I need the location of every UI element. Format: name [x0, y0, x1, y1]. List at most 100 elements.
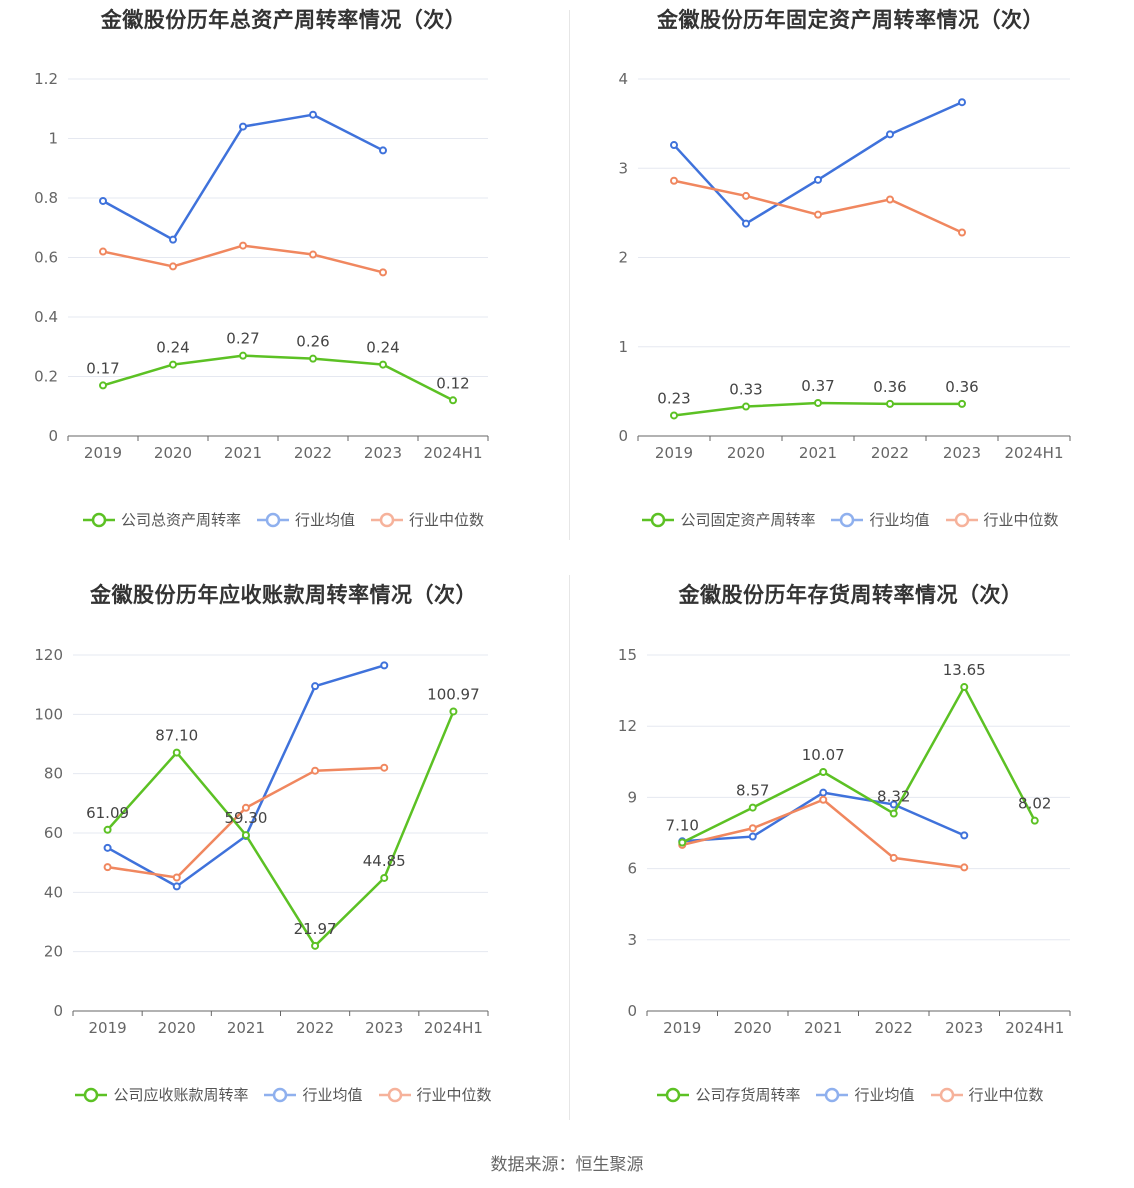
legend-item-median[interactable]: 行业中位数	[371, 509, 484, 530]
chart-panel-fixed-asset-turnover: 0 1 2 3 4 2019 2020 2021 2022 2023 2024H1 0.23 0.33 0…	[567, 0, 1134, 570]
data-point-avg[interactable]	[814, 175, 822, 184]
data-point-avg[interactable]	[169, 235, 177, 244]
legend-item-median[interactable]: 行业中位数	[945, 509, 1059, 530]
data-point-company[interactable]	[99, 381, 107, 390]
data-point-median[interactable]	[172, 873, 181, 882]
data-point-median[interactable]	[748, 824, 757, 833]
data-point-median[interactable]	[819, 795, 828, 804]
data-label: 0.36	[873, 378, 906, 396]
y-tick-label: 0.4	[34, 308, 58, 326]
data-point-median[interactable]	[241, 803, 250, 812]
data-label: 21.97	[294, 920, 337, 938]
data-point-median[interactable]	[814, 210, 822, 219]
legend-item-avg[interactable]: 行业均值	[816, 1084, 915, 1105]
data-point-avg[interactable]	[379, 146, 387, 155]
data-point-avg[interactable]	[958, 98, 966, 107]
data-point-median[interactable]	[311, 766, 320, 775]
data-point-avg[interactable]	[819, 788, 828, 797]
data-point-avg[interactable]	[960, 831, 969, 840]
data-point-company[interactable]	[670, 411, 678, 420]
data-point-company[interactable]	[1030, 816, 1039, 825]
legend-item-avg[interactable]: 行业均值	[831, 509, 930, 530]
data-point-avg[interactable]	[103, 843, 112, 852]
legend-item-median[interactable]: 行业中位数	[930, 1084, 1044, 1105]
data-point-company[interactable]	[172, 748, 181, 757]
y-tick-label: 0	[627, 1002, 637, 1020]
data-label: 8.02	[1018, 795, 1051, 813]
data-point-company[interactable]	[309, 354, 317, 363]
data-point-avg[interactable]	[742, 219, 750, 228]
data-point-median[interactable]	[960, 863, 969, 872]
data-point-company[interactable]	[814, 398, 822, 407]
chart-title: 金徽股份历年存货周转率情况（次）	[678, 583, 1023, 607]
data-point-company[interactable]	[103, 825, 112, 834]
data-point-company[interactable]	[960, 683, 969, 692]
data-point-company[interactable]	[241, 831, 250, 840]
legend-marker-icon	[371, 512, 403, 527]
data-point-company[interactable]	[748, 803, 757, 812]
x-tick-label: 2020	[158, 1019, 196, 1037]
data-point-median[interactable]	[309, 250, 317, 259]
legend-item-avg[interactable]: 行业均值	[264, 1084, 363, 1105]
series-line-median	[102, 244, 384, 274]
data-point-company[interactable]	[449, 707, 458, 716]
data-point-avg[interactable]	[99, 196, 107, 205]
x-tick-label: 2023	[945, 1019, 983, 1037]
data-label: 61.09	[86, 804, 129, 822]
data-point-avg[interactable]	[311, 682, 320, 691]
data-point-company[interactable]	[449, 396, 457, 405]
data-point-avg[interactable]	[748, 832, 757, 841]
legend-label: 行业中位数	[416, 1086, 492, 1104]
x-tick-label: 2023	[365, 1019, 403, 1037]
data-point-median[interactable]	[742, 191, 750, 200]
legend-item-company[interactable]: 公司应收账款周转率	[75, 1084, 248, 1105]
legend-item-company[interactable]: 公司总资产周转率	[82, 509, 241, 530]
data-point-median[interactable]	[670, 176, 678, 185]
data-point-median[interactable]	[103, 863, 112, 872]
data-point-company[interactable]	[239, 351, 247, 360]
data-point-median[interactable]	[380, 763, 389, 772]
x-tick-label: 2019	[663, 1019, 701, 1037]
data-point-company[interactable]	[819, 768, 828, 777]
data-point-median[interactable]	[379, 268, 387, 277]
series-line-company	[681, 685, 1036, 844]
data-point-median[interactable]	[169, 262, 177, 271]
chart-legend: 公司固定资产周转率 行业均值 行业中位数	[567, 509, 1134, 530]
data-point-company[interactable]	[886, 399, 894, 408]
data-point-company[interactable]	[958, 399, 966, 408]
data-point-company[interactable]	[380, 873, 389, 882]
legend-marker-icon	[256, 512, 289, 527]
legend-item-company[interactable]: 公司固定资产周转率	[642, 509, 815, 530]
data-point-avg[interactable]	[886, 130, 894, 139]
data-point-median[interactable]	[958, 228, 966, 237]
legend-item-company[interactable]: 公司存货周转率	[657, 1084, 800, 1105]
data-point-company[interactable]	[742, 402, 750, 411]
data-point-avg[interactable]	[670, 141, 678, 150]
data-label: 0.17	[86, 359, 119, 377]
data-point-company[interactable]	[169, 360, 177, 369]
x-tick-label: 2021	[799, 444, 837, 462]
data-point-avg[interactable]	[172, 882, 181, 891]
data-point-median[interactable]	[886, 195, 894, 204]
series-line-avg	[673, 101, 963, 225]
data-point-median[interactable]	[889, 853, 898, 862]
y-tick-label: 3	[627, 931, 637, 949]
data-point-avg[interactable]	[380, 661, 389, 670]
data-point-company[interactable]	[311, 941, 320, 950]
y-tick-label: 80	[44, 765, 63, 783]
data-point-company[interactable]	[678, 838, 687, 847]
data-point-company[interactable]	[379, 360, 387, 369]
legend-item-avg[interactable]: 行业均值	[256, 509, 355, 530]
data-point-median[interactable]	[99, 247, 107, 256]
data-point-median[interactable]	[239, 241, 247, 250]
x-tick-label: 2021	[224, 444, 262, 462]
legend-item-median[interactable]: 行业中位数	[378, 1084, 492, 1105]
data-point-avg[interactable]	[889, 800, 898, 809]
legend-label: 公司总资产周转率	[120, 511, 241, 529]
data-point-company[interactable]	[889, 809, 898, 818]
data-label: 0.36	[945, 378, 978, 396]
data-point-avg[interactable]	[239, 122, 247, 131]
legend-marker-icon	[75, 1087, 108, 1102]
data-point-avg[interactable]	[309, 110, 317, 119]
y-tick-label: 0.2	[34, 368, 58, 386]
